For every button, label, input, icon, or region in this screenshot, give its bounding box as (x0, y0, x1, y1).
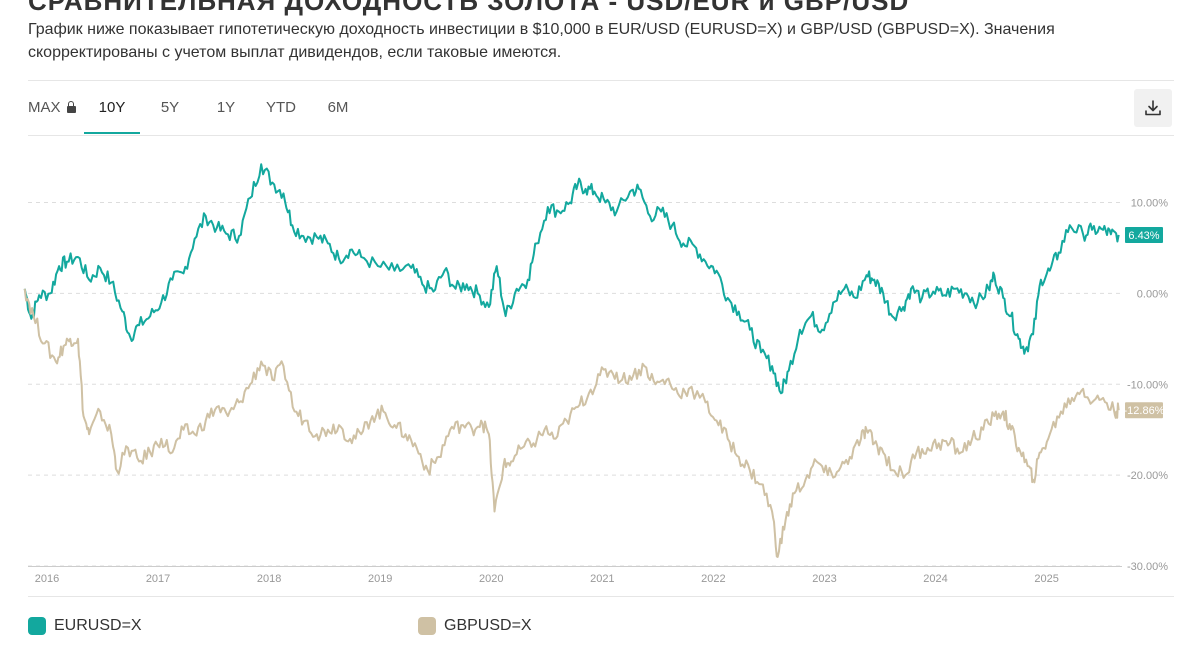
y-tick-label: 0.00% (1137, 288, 1168, 300)
grid-layer (28, 202, 1122, 567)
x-tick-label: 2019 (368, 573, 392, 585)
chart-description: График ниже показывает гипотетическую до… (28, 21, 1055, 61)
download-icon (1145, 100, 1161, 116)
tab-max-label: MAX (28, 99, 61, 116)
series-line-eurusdx (23, 163, 1120, 395)
x-tick-label: 2025 (1034, 573, 1058, 585)
legend-gbpusd-label: GBPUSD=X (444, 617, 532, 634)
tab-max[interactable]: MAX (28, 88, 88, 132)
tab-5y[interactable]: 5Y (150, 88, 190, 132)
legend-eurusd-label: EURUSD=X (54, 617, 142, 634)
legend-eurusd[interactable]: EURUSD=X (28, 616, 168, 636)
y-tick-label: -30.00% (1127, 561, 1168, 573)
series-end-label: -12.86% (1124, 405, 1165, 417)
tab-ytd[interactable]: YTD (260, 88, 302, 132)
tab-10y[interactable]: 10Y (84, 88, 140, 134)
performance-chart: 10.00% 0.00% -10.00% -20.00% -30.00% 2016 2017… (23, 163, 1168, 586)
legend-gbpusd-swatch (418, 617, 436, 635)
top-divider (28, 80, 1174, 81)
series-layer (23, 163, 1120, 558)
tab-1y-label: 1Y (216, 99, 236, 116)
legend-eurusd-swatch (28, 617, 46, 635)
series-line-gbpusdx (23, 288, 1120, 558)
x-tick-label: 2020 (479, 573, 503, 585)
tabs-divider (28, 135, 1174, 136)
tab-ytd-label: YTD (266, 99, 296, 116)
y-tick-label: -10.00% (1127, 379, 1168, 391)
x-tick-label: 2023 (812, 573, 836, 585)
x-tick-label: 2016 (35, 573, 59, 585)
tab-10y-label: 10Y (98, 99, 126, 116)
tab-6m-label: 6M (327, 99, 349, 116)
tab-5y-label: 5Y (160, 99, 180, 116)
legend-gbpusd[interactable]: GBPUSD=X (418, 616, 558, 636)
label-layer: 10.00% 0.00% -10.00% -20.00% -30.00% 2016 2017… (35, 198, 1168, 586)
tab-1y[interactable]: 1Y (206, 88, 246, 132)
x-tick-label: 2018 (257, 573, 281, 585)
x-tick-label: 2021 (590, 573, 614, 585)
series-end-badge (1125, 402, 1163, 419)
clipped-section-title: СРАВНИТЕЛЬНАЯ ДОХОДНОСТЬ ЗОЛОТА - USD/EU… (28, 0, 910, 16)
legend-divider (28, 596, 1174, 597)
x-tick-label: 2022 (701, 573, 725, 585)
download-button[interactable] (1134, 89, 1172, 127)
x-tick-label: 2017 (146, 573, 170, 585)
series-end-badge (1125, 226, 1163, 243)
lock-icon (66, 101, 76, 113)
tab-6m[interactable]: 6M (318, 88, 358, 132)
series-end-label: 6.43% (1128, 230, 1159, 242)
x-tick-label: 2024 (923, 573, 947, 585)
y-tick-label: 10.00% (1131, 198, 1169, 210)
y-tick-label: -20.00% (1127, 470, 1168, 482)
